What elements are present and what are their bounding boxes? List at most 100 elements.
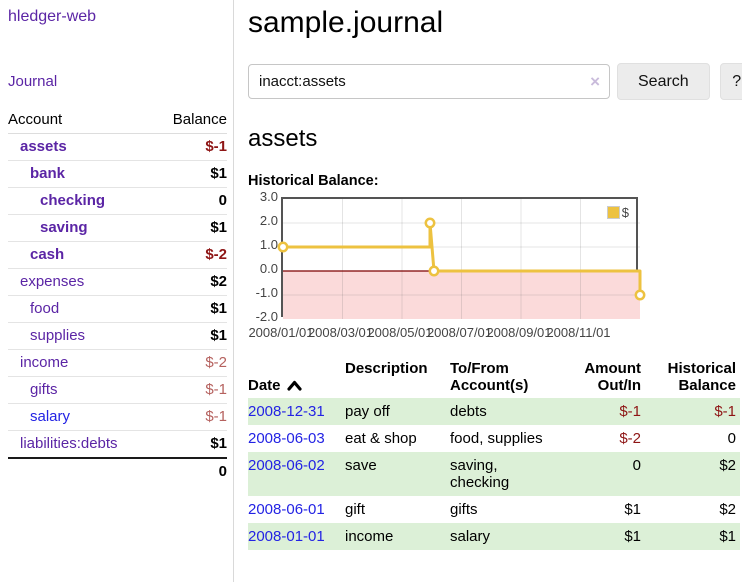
transaction-description: gift bbox=[345, 501, 366, 518]
clear-search-icon[interactable]: × bbox=[590, 72, 600, 91]
accounts-total-balance: 0 bbox=[154, 457, 227, 485]
y-tick-label: 1.0 bbox=[259, 237, 278, 252]
transaction-amount: $-2 bbox=[619, 430, 641, 447]
account-link-food[interactable]: food bbox=[30, 300, 60, 317]
y-tick-label: 2.0 bbox=[259, 213, 278, 228]
account-link-liabilities-debts[interactable]: liabilities:debts bbox=[20, 435, 118, 452]
account-row: cash $-2 bbox=[8, 241, 227, 269]
account-row: food $1 bbox=[8, 295, 227, 323]
account-row: supplies $1 bbox=[8, 322, 227, 350]
accounts-table: Account Balance assets $-1 bank $1 check… bbox=[8, 107, 227, 485]
header-amount-out-in: Amount Out/In bbox=[584, 360, 641, 394]
x-tick-label: 2008/09/01 bbox=[486, 325, 552, 340]
transaction-amount: $1 bbox=[624, 501, 641, 518]
transaction-accounts: food, supplies bbox=[450, 430, 543, 447]
account-link-salary[interactable]: salary bbox=[30, 408, 71, 425]
header-to-from-accounts: To/From Account(s) bbox=[450, 360, 529, 394]
account-balance: $-2 bbox=[154, 349, 227, 377]
account-link-expenses[interactable]: expenses bbox=[20, 273, 85, 290]
sidebar: hledger-web Journal Account Balance asse… bbox=[0, 0, 234, 582]
y-tick-label: 3.0 bbox=[259, 189, 278, 204]
transaction-accounts: gifts bbox=[450, 501, 478, 518]
accounts-header-balance: Balance bbox=[154, 107, 227, 134]
transaction-row: 2008-06-02 save saving, checking 0 $2 bbox=[248, 452, 740, 496]
help-button[interactable]: ? bbox=[719, 63, 742, 100]
x-tick-label: 2008/05/01 bbox=[367, 325, 433, 340]
header-date[interactable]: Date bbox=[248, 357, 345, 398]
transaction-historical-balance: $2 bbox=[719, 501, 736, 518]
header-description: Description bbox=[345, 360, 428, 377]
account-row: income $-2 bbox=[8, 349, 227, 377]
account-balance: $-2 bbox=[154, 241, 227, 269]
account-row: gifts $-1 bbox=[8, 376, 227, 404]
chart-legend: $ bbox=[604, 204, 631, 221]
transaction-amount: 0 bbox=[632, 457, 641, 474]
account-row: expenses $2 bbox=[8, 268, 227, 296]
chart-canvas bbox=[277, 199, 646, 319]
account-balance: $1 bbox=[154, 430, 227, 459]
account-link-checking[interactable]: checking bbox=[40, 192, 106, 209]
transaction-date-link[interactable]: 2008-06-03 bbox=[248, 430, 325, 447]
transaction-historical-balance: $-1 bbox=[714, 403, 736, 420]
legend-label: $ bbox=[621, 205, 629, 220]
legend-swatch-icon bbox=[606, 206, 620, 219]
sort-ascending-icon bbox=[286, 378, 302, 395]
negative-region bbox=[283, 271, 640, 319]
account-link-gifts[interactable]: gifts bbox=[30, 381, 58, 398]
transaction-row: 2008-12-31 pay off debts $-1 $-1 bbox=[248, 398, 740, 425]
account-balance: $1 bbox=[154, 160, 227, 188]
search-input[interactable] bbox=[249, 65, 609, 98]
search-button[interactable]: Search bbox=[617, 63, 710, 100]
chart-plot-area[interactable]: $ bbox=[277, 197, 646, 319]
accounts-total-row: 0 bbox=[8, 457, 227, 485]
account-row: saving $1 bbox=[8, 214, 227, 242]
header-historical-balance: Historical Balance bbox=[667, 360, 736, 394]
accounts-header-account: Account bbox=[8, 107, 155, 134]
x-tick-label: 2008/01/01 bbox=[248, 325, 314, 340]
account-section-title: assets bbox=[248, 125, 318, 152]
y-tick-label: 0.0 bbox=[259, 261, 278, 276]
account-link-supplies[interactable]: supplies bbox=[30, 327, 86, 344]
transaction-historical-balance: 0 bbox=[727, 430, 736, 447]
y-tick-label: -2.0 bbox=[255, 309, 278, 324]
main-content: sample.journal × Search ? assets Histori… bbox=[234, 0, 742, 582]
account-balance: $-1 bbox=[154, 133, 227, 161]
account-row: bank $1 bbox=[8, 160, 227, 188]
y-tick-label: -1.0 bbox=[255, 285, 278, 300]
transaction-amount: $1 bbox=[624, 528, 641, 545]
account-link-bank[interactable]: bank bbox=[30, 165, 66, 182]
transactions-header-row: Date Description To/From Account(s) Amou… bbox=[248, 357, 740, 398]
header-date-label: Date bbox=[248, 377, 281, 394]
transaction-historical-balance: $1 bbox=[719, 528, 736, 545]
transaction-description: save bbox=[345, 457, 377, 474]
app-title-link[interactable]: hledger-web bbox=[8, 8, 97, 25]
transaction-date-link[interactable]: 2008-06-01 bbox=[248, 501, 325, 518]
account-balance: $1 bbox=[154, 322, 227, 350]
x-tick-label: 2008/11/01 bbox=[546, 325, 611, 340]
account-row: salary $-1 bbox=[8, 403, 227, 431]
sidebar-item-journal[interactable]: Journal bbox=[8, 73, 58, 90]
transaction-date-link[interactable]: 2008-12-31 bbox=[248, 403, 325, 420]
transaction-accounts: debts bbox=[450, 403, 487, 420]
transaction-row: 2008-06-03 eat & shop food, supplies $-2… bbox=[248, 425, 740, 452]
account-link-assets[interactable]: assets bbox=[20, 138, 67, 155]
account-balance: $2 bbox=[154, 268, 227, 296]
account-link-saving[interactable]: saving bbox=[40, 219, 88, 236]
search-box: × bbox=[248, 64, 610, 99]
account-row: checking 0 bbox=[8, 187, 227, 215]
search-form: × Search ? bbox=[248, 63, 742, 100]
transaction-date-link[interactable]: 2008-01-01 bbox=[248, 528, 325, 545]
account-link-cash[interactable]: cash bbox=[30, 246, 65, 263]
account-balance: $1 bbox=[154, 214, 227, 242]
x-tick-label: 2008/07/01 bbox=[426, 325, 493, 340]
transaction-historical-balance: $2 bbox=[719, 457, 736, 474]
x-tick-label: 2008/03/01 bbox=[307, 325, 374, 340]
transaction-accounts: saving, checking bbox=[450, 457, 510, 491]
transaction-date-link[interactable]: 2008-06-02 bbox=[248, 457, 325, 474]
transaction-description: eat & shop bbox=[345, 430, 417, 447]
transactions-table: Date Description To/From Account(s) Amou… bbox=[248, 357, 740, 550]
historical-balance-chart: 3.0 2.0 1.0 0.0 -1.0 -2.0 bbox=[248, 190, 648, 341]
page-title: sample.journal bbox=[248, 6, 444, 39]
account-link-income[interactable]: income bbox=[20, 354, 69, 371]
